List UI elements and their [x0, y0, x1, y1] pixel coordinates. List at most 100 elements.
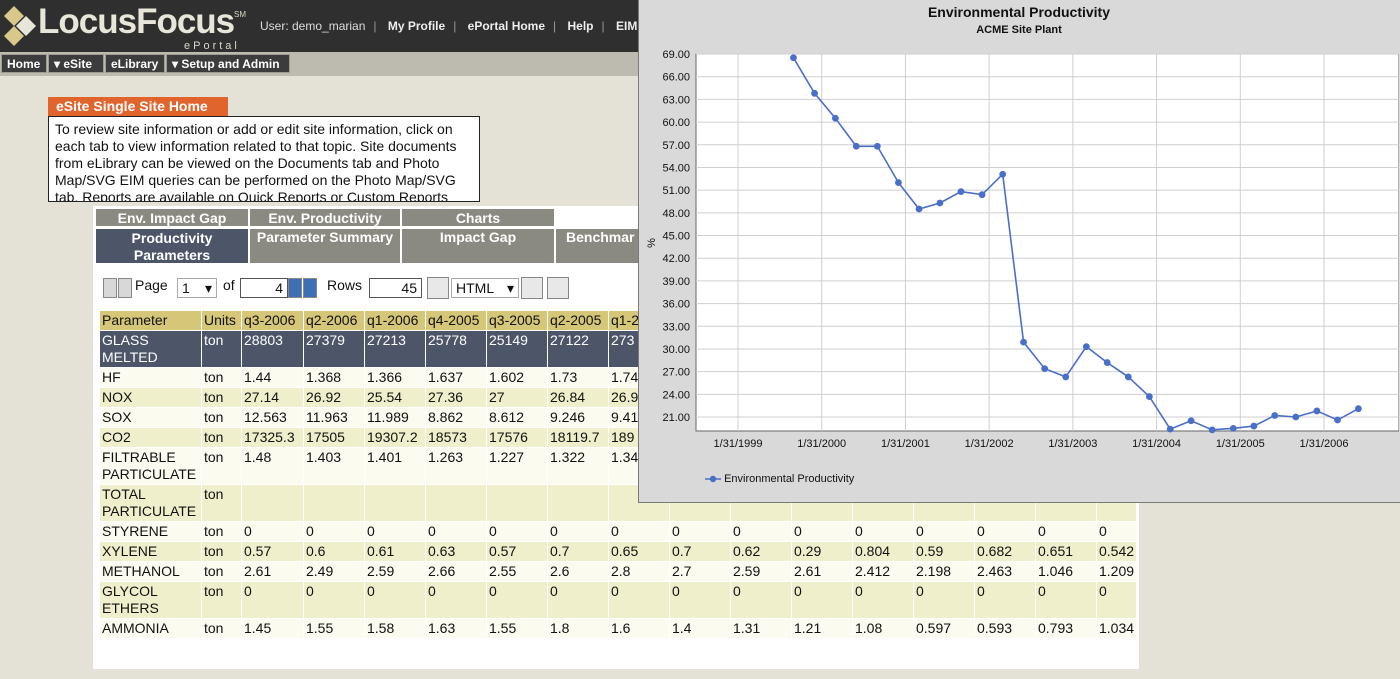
table-cell: 25778 [425, 330, 487, 368]
column-header[interactable]: q2-2005 [547, 310, 609, 331]
x-tick-label: 1/31/2000 [797, 438, 846, 450]
table-cell: 26.92 [303, 387, 365, 408]
table-row[interactable]: METHANOL ton 2.61 2.49 2.59 2.66 2.55 2.6 2.8 2.7… [99, 561, 1138, 582]
table-cell: 1.403 [303, 447, 365, 485]
y-tick-label: 24.00 [662, 389, 690, 401]
prev-page-button[interactable] [118, 278, 132, 298]
data-point [1271, 412, 1279, 419]
column-header[interactable]: q1-2006 [364, 310, 426, 331]
parameter-cell: SOX [99, 407, 202, 428]
nav-elibrary-label: eLibrary [111, 57, 159, 71]
y-tick-label: 63.00 [662, 94, 690, 106]
data-point [1208, 426, 1216, 434]
table-row[interactable]: STYRENE ton 0 0 0 0 0 0 0 0 0 0 0 0 0 0 0 [99, 521, 1138, 542]
data-point [790, 54, 797, 62]
tab-benchmark[interactable]: Benchmar [555, 228, 639, 264]
chevron-down-icon: ▾ [172, 57, 182, 71]
table-cell: 0 [791, 521, 853, 542]
data-point [1354, 405, 1362, 413]
table-cell: 0 [730, 521, 792, 542]
table-row[interactable]: GLYCOL ETHERS ton 0 0 0 0 0 0 0 0 0 0 0 0 0 0 0 [99, 581, 1138, 619]
table-cell: 1.209 [1095, 561, 1138, 582]
column-header[interactable]: q4-2005 [425, 310, 487, 331]
column-header[interactable]: q2-2006 [303, 310, 365, 331]
tab-charts[interactable]: Charts [401, 208, 555, 227]
nav-home[interactable]: Home [1, 54, 47, 73]
table-cell [486, 484, 548, 522]
tab-impact-gap[interactable]: Impact Gap [401, 228, 555, 264]
table-cell: 8.612 [486, 407, 548, 428]
last-page-button[interactable] [303, 278, 317, 298]
current-user: User: demo_marian [260, 19, 366, 33]
table-cell: 0 [913, 521, 975, 542]
link-my-profile[interactable]: My Profile [387, 19, 446, 33]
page-select[interactable]: 1 ▾ [177, 278, 217, 298]
plot-area [695, 53, 1399, 432]
y-tick-label: 69.00 [662, 49, 690, 61]
chart-icon[interactable] [547, 277, 569, 299]
x-tick-label: 1/31/2003 [1048, 438, 1097, 450]
table-row[interactable]: AMMONIA ton 1.45 1.55 1.58 1.63 1.55 1.8 1.6 1.4 1… [99, 618, 1138, 639]
tab-parameter-summary[interactable]: Parameter Summary [249, 228, 401, 264]
table-cell: 0 [1035, 521, 1097, 542]
data-point [1041, 365, 1049, 372]
column-header[interactable]: q3-2005 [486, 310, 548, 331]
table-cell: 25.54 [364, 387, 426, 408]
y-tick-label: 60.00 [662, 117, 690, 129]
data-point [957, 188, 965, 196]
table-cell: 11.989 [364, 407, 426, 428]
parameter-cell: XYLENE [99, 541, 202, 562]
table-cell: 1.45 [241, 618, 304, 639]
column-header[interactable]: Units [201, 310, 242, 331]
table-cell: ton [201, 387, 242, 408]
table-cell: 2.61 [791, 561, 853, 582]
data-point [895, 179, 902, 186]
y-tick-label: 42.00 [662, 253, 690, 265]
nav-setup-admin-label: Setup and Admin [181, 57, 280, 71]
table-cell: 1.637 [425, 367, 487, 388]
table-cell: 0 [913, 581, 975, 619]
table-cell: 0 [669, 521, 731, 542]
table-cell: 0.6 [303, 541, 365, 562]
locusfocus-logo[interactable]: LocusFocus SM ePortal [4, 2, 254, 52]
table-cell: 1.368 [303, 367, 365, 388]
y-tick-label: 36.00 [662, 299, 690, 311]
table-cell [241, 484, 304, 522]
table-cell: 1.227 [486, 447, 548, 485]
table-cell: 2.463 [974, 561, 1036, 582]
tab-productivity-parameters[interactable]: Productivity Parameters [95, 228, 249, 264]
column-header[interactable]: Parameter [99, 310, 202, 331]
first-page-button[interactable] [103, 278, 117, 298]
data-point [811, 89, 818, 97]
table-cell: 1.73 [547, 367, 609, 388]
table-cell: 9.246 [547, 407, 609, 428]
tab-env-productivity[interactable]: Env. Productivity [249, 208, 401, 227]
link-help[interactable]: Help [567, 19, 594, 33]
table-cell: 17325.3 [241, 427, 304, 448]
chevron-down-icon: ▾ [204, 280, 212, 296]
rows-input[interactable]: 45 [369, 278, 422, 298]
next-page-button[interactable] [288, 278, 302, 298]
link-eportal-home[interactable]: ePortal Home [467, 19, 546, 33]
table-cell: 18119.7 [547, 427, 609, 448]
print-icon[interactable] [521, 277, 543, 299]
y-tick-label: 51.00 [662, 185, 690, 197]
table-cell: 18573 [425, 427, 487, 448]
table-cell [547, 484, 609, 522]
table-cell: 0.7 [547, 541, 609, 562]
save-icon[interactable] [427, 277, 449, 299]
column-header[interactable]: q3-2006 [241, 310, 304, 331]
tab-env-impact-gap[interactable]: Env. Impact Gap [95, 208, 249, 227]
table-cell: 2.198 [913, 561, 975, 582]
table-row[interactable]: XYLENE ton 0.57 0.6 0.61 0.63 0.57 0.7 0.65 0.7 0.… [99, 541, 1138, 562]
export-format-select[interactable]: HTML ▾ [451, 278, 519, 298]
link-eim[interactable]: EIM [615, 19, 638, 33]
y-tick-label: 54.00 [662, 162, 690, 174]
data-point [936, 199, 944, 207]
nav-elibrary[interactable]: eLibrary [105, 54, 165, 73]
y-tick-label: 66.00 [662, 72, 690, 84]
nav-esite[interactable]: ▾ eSite [48, 54, 104, 73]
table-cell: 2.55 [486, 561, 548, 582]
table-cell: 1.63 [425, 618, 487, 639]
nav-setup-admin[interactable]: ▾ Setup and Admin [166, 54, 290, 73]
